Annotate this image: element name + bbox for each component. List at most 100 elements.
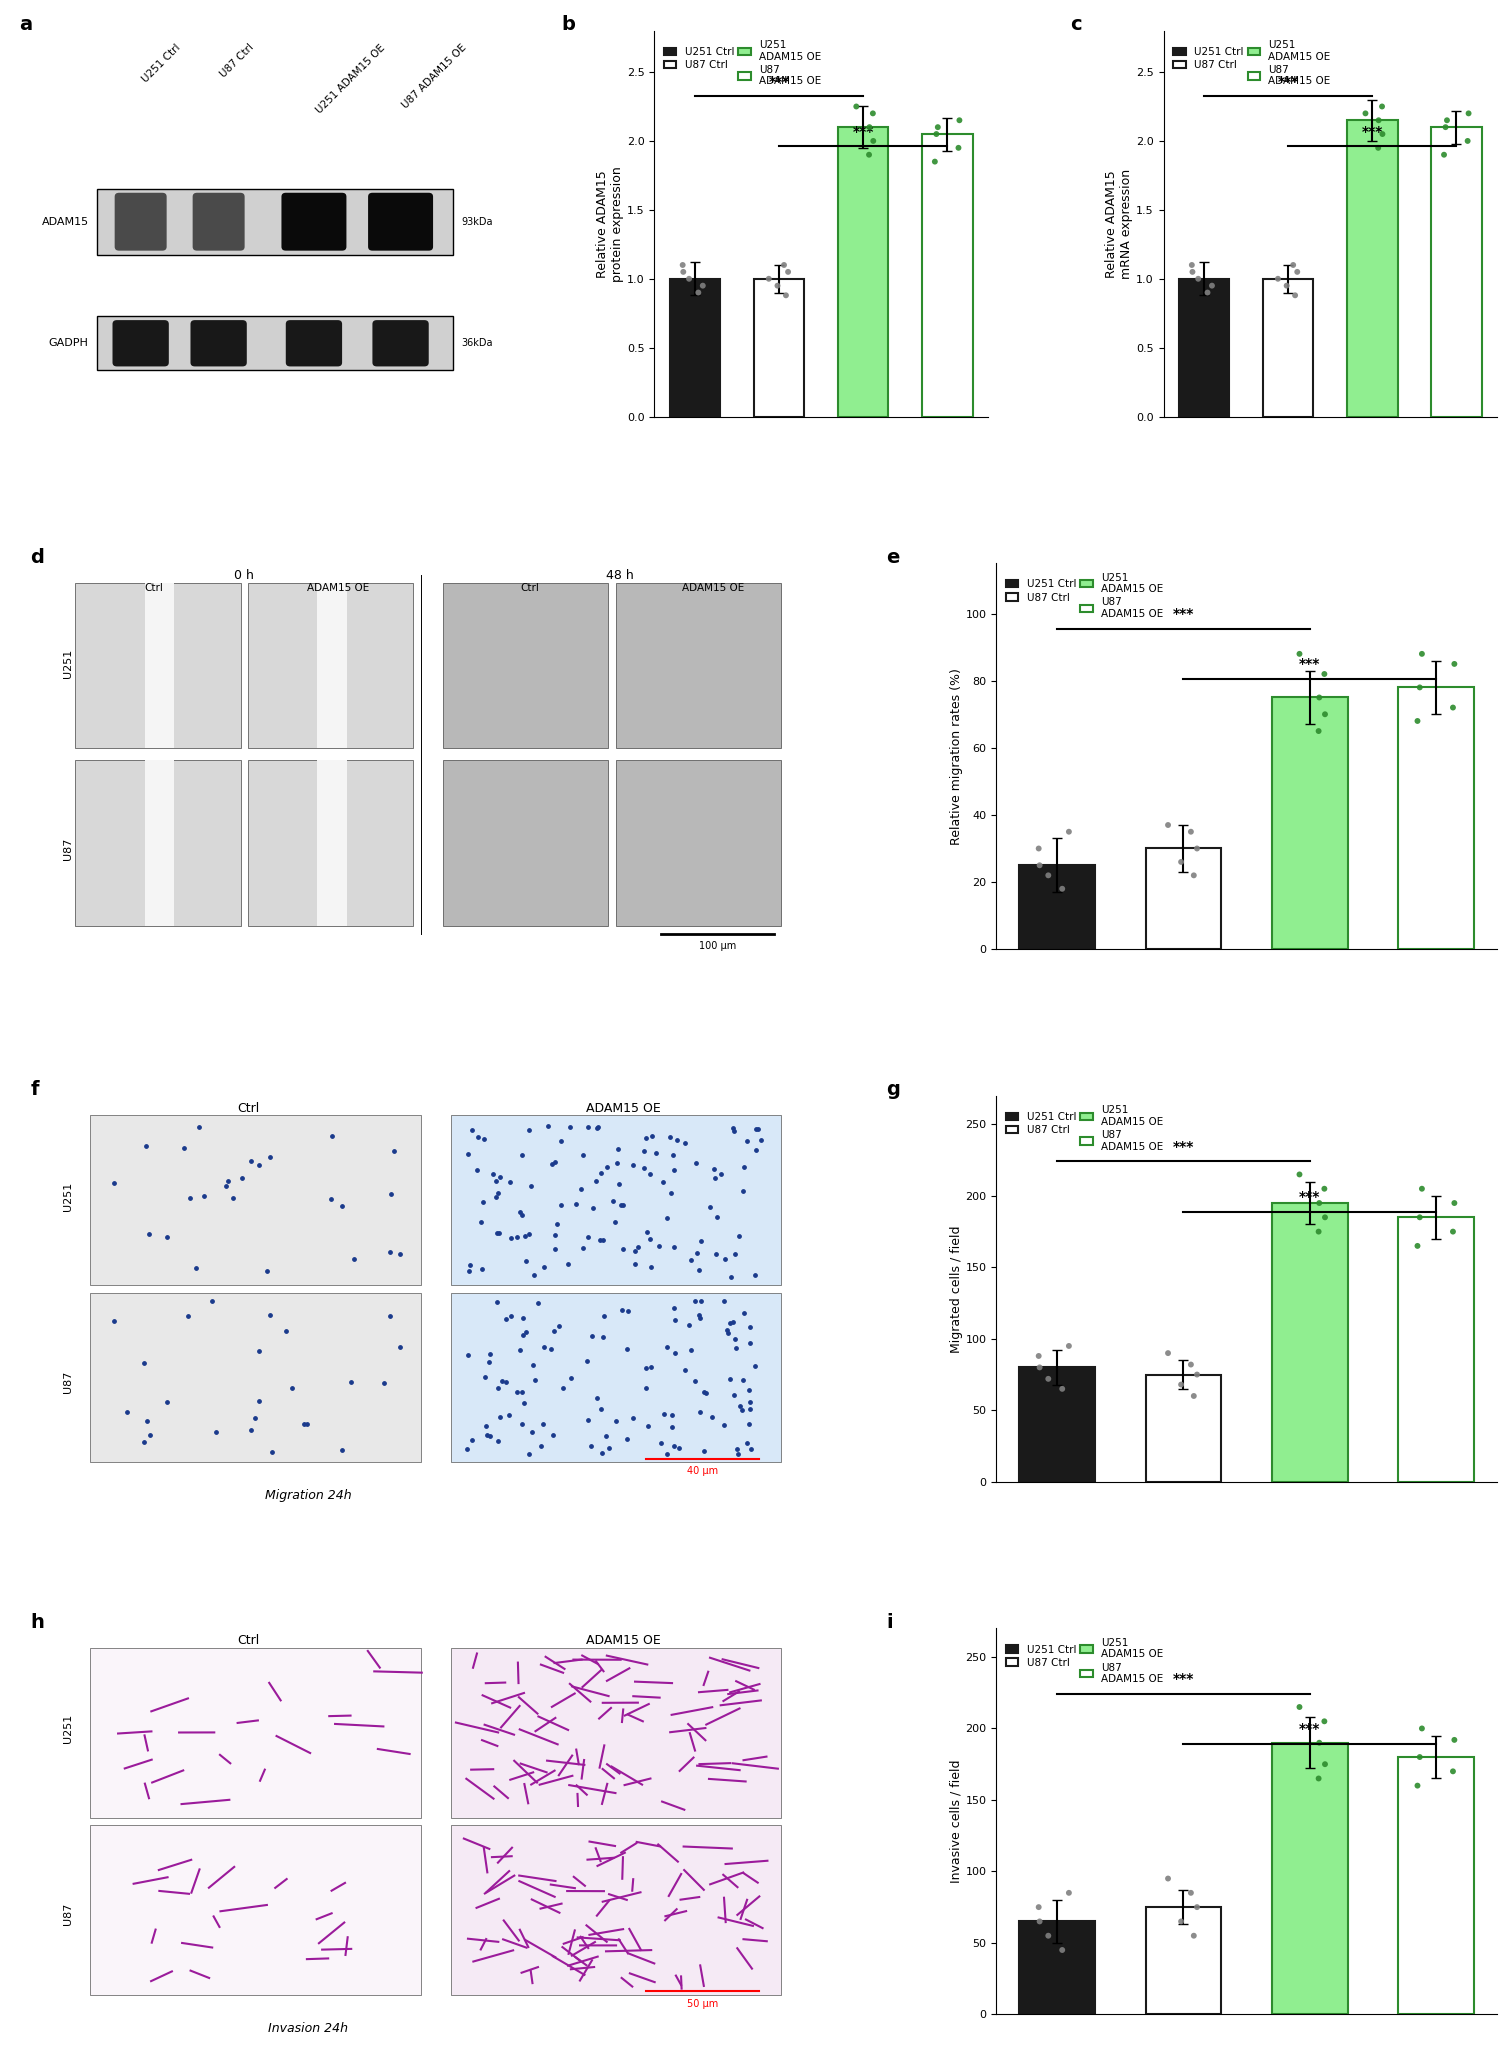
Bar xyxy=(922,135,972,417)
FancyBboxPatch shape xyxy=(451,1292,782,1462)
Point xyxy=(511,1387,535,1419)
Point xyxy=(738,1311,762,1344)
Point xyxy=(531,1331,555,1364)
Point xyxy=(638,1157,662,1190)
Text: ADAM15: ADAM15 xyxy=(41,217,89,227)
Point xyxy=(579,1429,603,1462)
Point xyxy=(1051,873,1075,906)
Point xyxy=(1308,1726,1332,1759)
Point xyxy=(246,1335,271,1368)
Point xyxy=(640,1352,664,1384)
Point xyxy=(511,1301,535,1333)
Point xyxy=(1308,1186,1332,1219)
Point xyxy=(635,1215,659,1247)
Point xyxy=(738,1393,762,1425)
Point xyxy=(591,1321,615,1354)
FancyBboxPatch shape xyxy=(145,761,174,926)
Point xyxy=(1057,1329,1081,1362)
Text: ***: *** xyxy=(853,125,874,139)
Point xyxy=(476,1346,500,1378)
Point xyxy=(600,1184,624,1217)
Point xyxy=(481,1157,505,1190)
Point xyxy=(844,90,868,123)
Point xyxy=(732,1297,756,1329)
Text: GADPH: GADPH xyxy=(48,337,89,348)
Point xyxy=(634,1352,658,1384)
Point xyxy=(274,1315,298,1348)
Point xyxy=(1441,1215,1465,1247)
Point xyxy=(466,1121,490,1153)
Point xyxy=(655,1438,679,1470)
FancyBboxPatch shape xyxy=(91,1826,420,1996)
Bar xyxy=(754,278,804,417)
Point xyxy=(550,1372,575,1405)
Point xyxy=(723,1323,747,1356)
Point xyxy=(549,1188,573,1221)
Point xyxy=(1185,1892,1210,1924)
Point xyxy=(647,1229,671,1262)
Point xyxy=(1027,1892,1051,1924)
Point xyxy=(679,1243,703,1276)
Point xyxy=(1284,278,1308,311)
Point xyxy=(689,1225,714,1258)
Bar xyxy=(1272,1202,1347,1483)
FancyBboxPatch shape xyxy=(91,1115,420,1284)
Point xyxy=(721,1307,745,1339)
Point xyxy=(632,1151,656,1184)
Point xyxy=(472,1123,496,1155)
FancyBboxPatch shape xyxy=(192,192,245,252)
Point xyxy=(742,1350,767,1382)
Y-axis label: Relative ADAM15
mRNA expression: Relative ADAM15 mRNA expression xyxy=(1105,168,1134,278)
Point xyxy=(380,1178,404,1211)
Point xyxy=(857,139,881,172)
Point xyxy=(517,1438,541,1470)
Point xyxy=(652,1166,676,1198)
Point xyxy=(1408,671,1432,703)
Point xyxy=(511,1319,535,1352)
Text: U87: U87 xyxy=(64,838,73,861)
Legend: U251 Ctrl, U87 Ctrl, U251
ADAM15 OE, U87
ADAM15 OE: U251 Ctrl, U87 Ctrl, U251 ADAM15 OE, U87… xyxy=(1001,1634,1167,1689)
Point xyxy=(485,1425,510,1458)
Point xyxy=(773,249,797,282)
Point xyxy=(455,1339,479,1372)
Point xyxy=(621,1403,646,1436)
Point xyxy=(473,1360,497,1393)
Text: U251: U251 xyxy=(64,1714,73,1744)
Point xyxy=(1179,816,1204,849)
Text: f: f xyxy=(30,1080,39,1100)
Point xyxy=(558,1110,582,1143)
Point xyxy=(1367,131,1391,164)
Text: U251 ADAM15 OE: U251 ADAM15 OE xyxy=(314,43,387,115)
Point xyxy=(458,1249,482,1282)
Point xyxy=(588,1223,612,1256)
Point xyxy=(549,1125,573,1157)
Point xyxy=(659,1176,683,1209)
FancyBboxPatch shape xyxy=(443,583,608,748)
Point xyxy=(523,1364,547,1397)
Bar xyxy=(1019,1922,1095,2014)
Point xyxy=(671,249,696,282)
Point xyxy=(922,145,947,178)
Point xyxy=(1157,1863,1181,1896)
Legend: U251 Ctrl, U87 Ctrl, U251
ADAM15 OE, U87
ADAM15 OE: U251 Ctrl, U87 Ctrl, U251 ADAM15 OE, U87… xyxy=(1169,37,1335,90)
Point xyxy=(513,1219,537,1252)
Bar xyxy=(1179,278,1229,417)
Y-axis label: Invasive cells / field: Invasive cells / field xyxy=(950,1759,963,1883)
Point xyxy=(774,278,798,311)
FancyBboxPatch shape xyxy=(91,1292,420,1462)
Point xyxy=(694,1376,718,1409)
Point xyxy=(239,1413,263,1446)
FancyBboxPatch shape xyxy=(76,761,240,926)
FancyBboxPatch shape xyxy=(248,583,413,748)
Text: U251 Ctrl: U251 Ctrl xyxy=(141,43,183,84)
Point xyxy=(575,1344,599,1376)
Bar xyxy=(1146,849,1222,949)
Point xyxy=(1179,249,1204,282)
FancyBboxPatch shape xyxy=(372,321,429,366)
Point xyxy=(667,1432,691,1464)
Point xyxy=(517,1112,541,1145)
Point xyxy=(485,1176,510,1209)
Point xyxy=(658,1121,682,1153)
FancyBboxPatch shape xyxy=(76,583,240,748)
Point xyxy=(547,1309,572,1342)
